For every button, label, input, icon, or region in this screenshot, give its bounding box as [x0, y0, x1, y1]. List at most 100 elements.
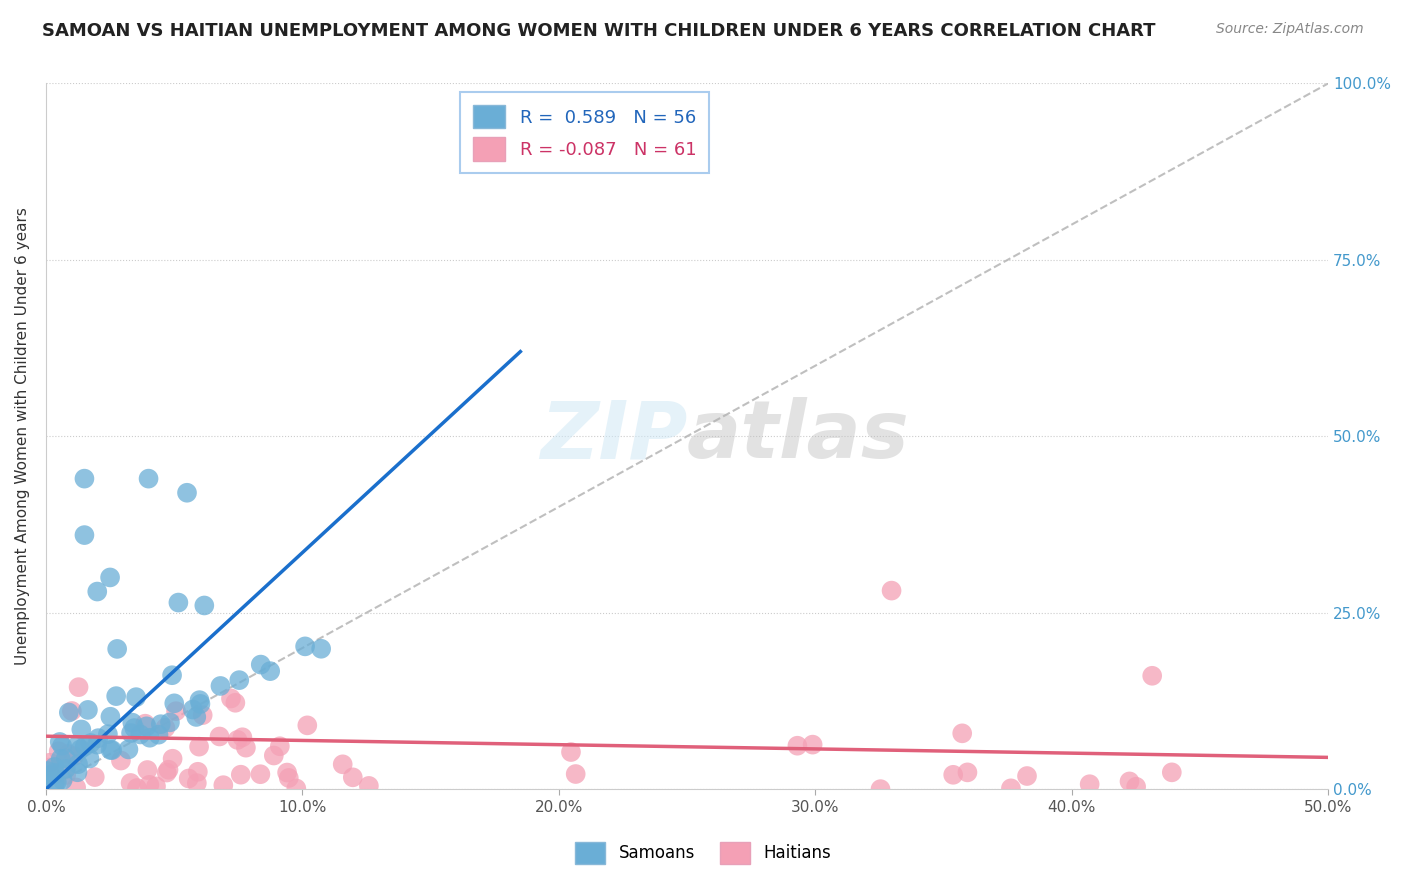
- Y-axis label: Unemployment Among Women with Children Under 6 years: Unemployment Among Women with Children U…: [15, 207, 30, 665]
- Point: [162, 752, 184, 766]
- Point: [55, 768, 77, 782]
- Point: [165, 704, 187, 718]
- Point: [186, 776, 208, 790]
- Point: [219, 691, 242, 706]
- Point: [97, 727, 120, 741]
- Point: [120, 776, 142, 790]
- Point: [55, 751, 77, 765]
- Point: [138, 472, 160, 486]
- Point: [39, 768, 62, 782]
- Text: ZIP: ZIP: [540, 397, 688, 475]
- Point: [117, 742, 139, 756]
- Point: [48, 735, 70, 749]
- Point: [869, 782, 891, 797]
- Point: [86, 738, 108, 752]
- Point: [1160, 765, 1182, 780]
- Point: [129, 727, 152, 741]
- Point: [560, 745, 582, 759]
- Point: [880, 583, 903, 598]
- Point: [60, 704, 83, 718]
- Legend: Samoans, Haitians: Samoans, Haitians: [568, 836, 838, 871]
- Point: [124, 721, 146, 735]
- Point: [181, 702, 204, 716]
- Point: [52, 773, 75, 788]
- Point: [63, 749, 86, 764]
- Text: SAMOAN VS HAITIAN UNEMPLOYMENT AMONG WOMEN WITH CHILDREN UNDER 6 YEARS CORRELATI: SAMOAN VS HAITIAN UNEMPLOYMENT AMONG WOM…: [42, 22, 1156, 40]
- Point: [56, 747, 79, 761]
- Point: [801, 738, 824, 752]
- Point: [155, 721, 177, 735]
- Point: [135, 719, 157, 733]
- Point: [1140, 669, 1163, 683]
- Point: [37, 764, 59, 778]
- Point: [73, 528, 96, 542]
- Point: [101, 743, 124, 757]
- Point: [67, 757, 90, 772]
- Point: [148, 728, 170, 742]
- Point: [235, 740, 257, 755]
- Text: Source: ZipAtlas.com: Source: ZipAtlas.com: [1216, 22, 1364, 37]
- Legend: R =  0.589   N = 56, R = -0.087   N = 61: R = 0.589 N = 56, R = -0.087 N = 61: [460, 93, 709, 173]
- Point: [187, 764, 209, 779]
- Point: [224, 696, 246, 710]
- Point: [73, 472, 96, 486]
- Point: [342, 770, 364, 784]
- Point: [209, 679, 232, 693]
- Point: [80, 736, 103, 750]
- Point: [1000, 781, 1022, 796]
- Point: [297, 718, 319, 732]
- Point: [269, 739, 291, 754]
- Point: [208, 730, 231, 744]
- Point: [231, 731, 253, 745]
- Point: [44, 760, 66, 774]
- Point: [120, 726, 142, 740]
- Point: [49, 752, 72, 766]
- Point: [159, 715, 181, 730]
- Point: [249, 767, 271, 781]
- Point: [69, 742, 91, 756]
- Point: [139, 731, 162, 745]
- Point: [98, 570, 121, 584]
- Point: [188, 739, 211, 754]
- Point: [160, 668, 183, 682]
- Point: [136, 763, 159, 777]
- Point: [125, 780, 148, 795]
- Point: [100, 743, 122, 757]
- Point: [86, 584, 108, 599]
- Point: [163, 696, 186, 710]
- Point: [277, 771, 299, 785]
- Point: [138, 778, 160, 792]
- Point: [105, 641, 128, 656]
- Point: [77, 703, 100, 717]
- Point: [38, 760, 60, 774]
- Point: [66, 739, 89, 753]
- Point: [263, 748, 285, 763]
- Point: [942, 768, 965, 782]
- Point: [35, 771, 58, 785]
- Point: [105, 689, 128, 703]
- Point: [212, 778, 235, 792]
- Point: [1125, 780, 1147, 794]
- Point: [294, 640, 316, 654]
- Point: [100, 710, 122, 724]
- Point: [190, 697, 212, 711]
- Point: [332, 757, 354, 772]
- Point: [1078, 777, 1101, 791]
- Point: [950, 726, 973, 740]
- Point: [38, 756, 60, 770]
- Point: [186, 710, 208, 724]
- Point: [193, 599, 215, 613]
- Point: [228, 673, 250, 687]
- Point: [956, 765, 979, 780]
- Point: [176, 485, 198, 500]
- Point: [87, 731, 110, 746]
- Point: [177, 772, 200, 786]
- Point: [73, 739, 96, 754]
- Point: [65, 780, 87, 795]
- Point: [259, 664, 281, 678]
- Point: [191, 708, 214, 723]
- Point: [1015, 769, 1038, 783]
- Point: [58, 706, 80, 720]
- Point: [157, 763, 180, 777]
- Point: [79, 751, 101, 765]
